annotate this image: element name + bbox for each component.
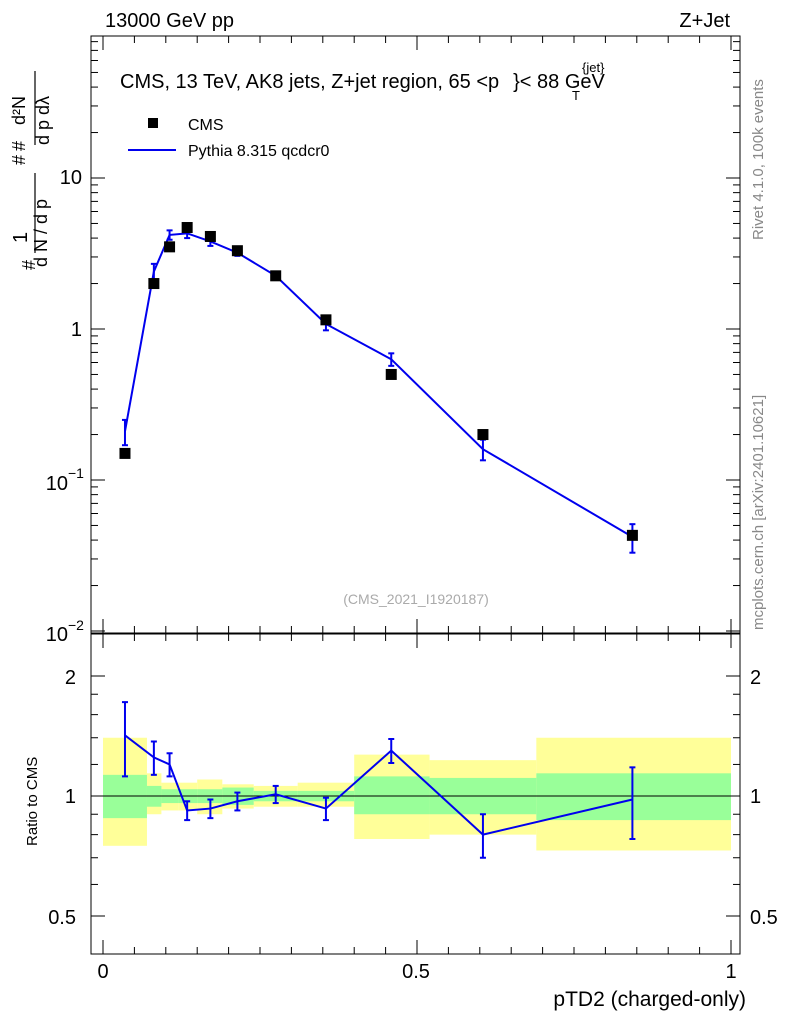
- ytick-label-1: 1: [71, 319, 82, 341]
- cms-point: [119, 447, 131, 459]
- ylabel-hash3: #: [9, 141, 29, 151]
- ylabel-hash1: #: [19, 260, 39, 270]
- cms-point: [626, 529, 638, 541]
- watermark: (CMS_2021_I1920187): [343, 591, 489, 607]
- chart-title: CMS, 13 TeV, AK8 jets, Z+jet region, 65 …: [120, 71, 606, 93]
- ratio-band-green: [536, 773, 731, 821]
- ytick-label-0.1: 10: [46, 473, 68, 495]
- ratio-ytick-0.5: 0.5: [48, 907, 76, 929]
- cms-point: [204, 230, 216, 242]
- xtick-1: 1: [725, 961, 736, 983]
- ratio-ytick-1-right: 1: [750, 786, 761, 808]
- main-data: [119, 222, 638, 554]
- ytick-label-10: 10: [60, 167, 82, 189]
- main-ticks: [91, 36, 740, 633]
- chart-title-sup: {jet}: [582, 60, 605, 75]
- ratio-band-green: [354, 776, 430, 815]
- main-frame: [90, 35, 741, 634]
- legend: CMS Pythia 8.315 qcdcr0: [128, 117, 330, 160]
- ylabel-dpt: d p dλ: [33, 96, 53, 145]
- xtick-0.5: 0.5: [402, 961, 430, 983]
- ratio-frame: [90, 633, 741, 955]
- ratio-ytick-0.5-right: 0.5: [750, 907, 778, 929]
- side-rivet: Rivet 4.1.0, 100k events: [750, 79, 767, 240]
- xtick-0: 0: [97, 961, 108, 983]
- ratio-ytick-labels-right: 2 1 0.5: [750, 667, 778, 929]
- cms-point: [164, 241, 176, 253]
- ratio-bands: [103, 737, 731, 851]
- ytick-exp-0.1: −1: [68, 465, 84, 481]
- main-ytick-labels: 10 1 10 −1 10 −2: [46, 167, 84, 646]
- cms-point: [231, 245, 243, 257]
- side-mcplots: mcplots.cern.ch [arXiv:2401.10621]: [750, 395, 767, 630]
- ylabel-d2n: d²N: [9, 96, 29, 125]
- ratio-line: [124, 734, 633, 836]
- header-left: 13000 GeV pp: [105, 10, 234, 32]
- chart-title-sub: T: [572, 88, 580, 103]
- ylabel-one: 1: [10, 232, 32, 243]
- cms-point: [181, 222, 193, 234]
- cms-point: [385, 368, 397, 380]
- ratio-ylabel: Ratio to CMS: [24, 757, 41, 846]
- main-panel: 10 1 10 −1 10 −2 # 1 d N / d p # d²N d p…: [9, 35, 741, 646]
- ratio-ytick-2-right: 2: [750, 667, 761, 689]
- main-ylabel: # 1 d N / d p # d²N d p dλ #: [9, 71, 53, 270]
- header-right: Z+Jet: [679, 10, 730, 32]
- ratio-ticks: [91, 634, 740, 954]
- xaxis-label: pTD2 (charged-only): [553, 988, 746, 1011]
- ytick-label-0.01: 10: [46, 624, 68, 646]
- legend-cms-marker: [148, 118, 158, 128]
- ylabel-hash2: #: [9, 155, 29, 165]
- ytick-exp-0.01: −2: [68, 617, 84, 633]
- ratio-ytick-2: 2: [65, 667, 76, 689]
- legend-cms-label: CMS: [188, 117, 224, 134]
- cms-point: [270, 270, 282, 282]
- legend-mc-label: Pythia 8.315 qcdcr0: [188, 143, 330, 160]
- cms-point: [320, 314, 332, 326]
- cms-point: [477, 429, 489, 441]
- ratio-ytick-labels-left: 2 1 0.5: [48, 667, 76, 929]
- cms-point: [148, 278, 160, 290]
- ratio-ytick-1: 1: [65, 786, 76, 808]
- xtick-labels: 0 0.5 1: [97, 961, 736, 983]
- ylabel-dn: d N / d p: [31, 199, 51, 267]
- ratio-panel: 2 1 0.5 2 1 0.5 Ratio to CMS: [24, 633, 778, 955]
- ratio-data: [121, 701, 636, 859]
